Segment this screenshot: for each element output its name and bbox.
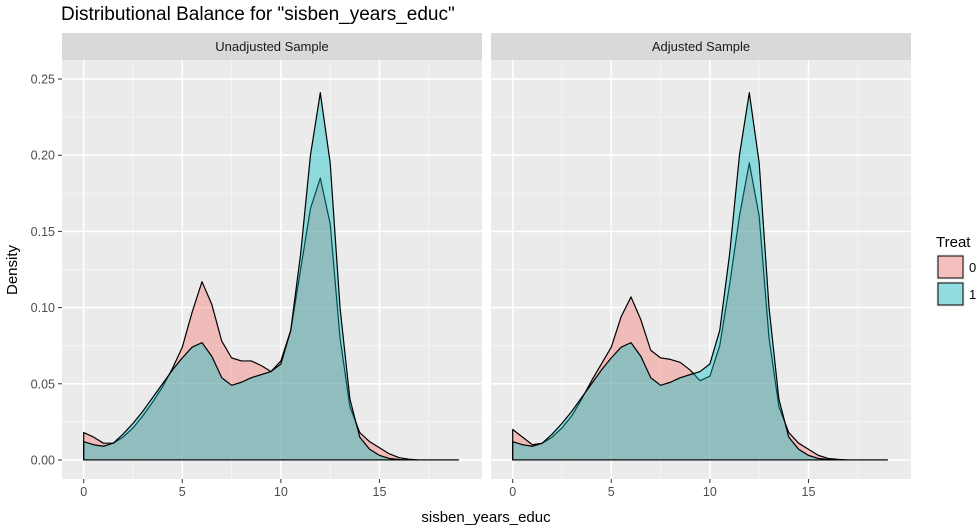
y-tick-label: 0.15 — [31, 225, 55, 239]
y-tick-label: 0.10 — [31, 301, 55, 315]
panel-unadjusted: Unadjusted Sample — [62, 33, 482, 479]
density-area-treat-1 — [83, 92, 459, 461]
legend-title: Treat — [936, 234, 971, 251]
strip-label: Unadjusted Sample — [215, 39, 328, 54]
x-tick-label: 10 — [703, 485, 717, 499]
x-tick-label: 10 — [274, 485, 288, 499]
legend-swatch — [937, 282, 964, 306]
y-axis-title: Density — [4, 244, 21, 295]
grid — [62, 60, 482, 479]
strip-background — [62, 33, 482, 60]
strip-background — [491, 33, 911, 60]
legend-item-1: 1 — [936, 281, 976, 307]
x-axis: 0 5 10 15 0 5 10 15 — [80, 479, 815, 499]
density-areas — [83, 92, 459, 461]
legend-label: 1 — [969, 287, 976, 302]
legend: Treat 0 1 — [936, 234, 976, 307]
y-tick-label: 0.05 — [31, 377, 55, 391]
legend-key-background — [936, 281, 965, 307]
panel-adjusted: Adjusted Sample — [491, 33, 911, 479]
y-tick-label: 0.20 — [31, 149, 55, 163]
x-axis-title: sisben_years_educ — [421, 509, 551, 526]
chart-title: Distributional Balance for "sisben_years… — [61, 4, 455, 25]
density-area-treat-1 — [512, 92, 888, 461]
y-axis: 0.00 0.05 0.10 0.15 0.20 0.25 — [31, 73, 62, 467]
grid — [491, 60, 911, 479]
legend-item-0: 0 — [936, 254, 976, 280]
x-tick-label: 0 — [509, 485, 516, 499]
legend-swatch — [937, 255, 964, 279]
x-tick-label: 0 — [80, 485, 87, 499]
x-tick-label: 5 — [608, 485, 615, 499]
x-tick-label: 15 — [373, 485, 387, 499]
y-tick-label: 0.25 — [31, 73, 55, 87]
density-areas — [512, 92, 888, 461]
x-tick-label: 15 — [802, 485, 816, 499]
legend-label: 0 — [969, 260, 976, 275]
x-tick-label: 5 — [179, 485, 186, 499]
strip-label: Adjusted Sample — [652, 39, 750, 54]
legend-key-background — [936, 254, 965, 280]
y-tick-label: 0.00 — [31, 453, 55, 467]
